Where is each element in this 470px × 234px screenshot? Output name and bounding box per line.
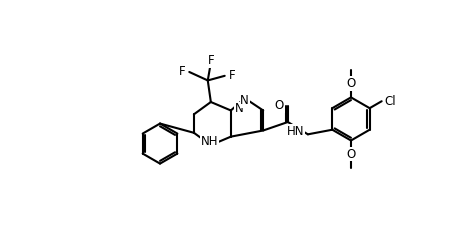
Text: NH: NH xyxy=(201,135,218,148)
Text: O: O xyxy=(346,148,356,161)
Text: O: O xyxy=(346,77,356,90)
Text: N: N xyxy=(235,102,243,115)
Text: Cl: Cl xyxy=(385,95,396,108)
Text: F: F xyxy=(208,54,214,67)
Text: N: N xyxy=(240,94,249,107)
Text: F: F xyxy=(179,66,186,78)
Text: O: O xyxy=(275,99,284,112)
Text: F: F xyxy=(228,69,235,82)
Text: HN: HN xyxy=(287,125,305,138)
